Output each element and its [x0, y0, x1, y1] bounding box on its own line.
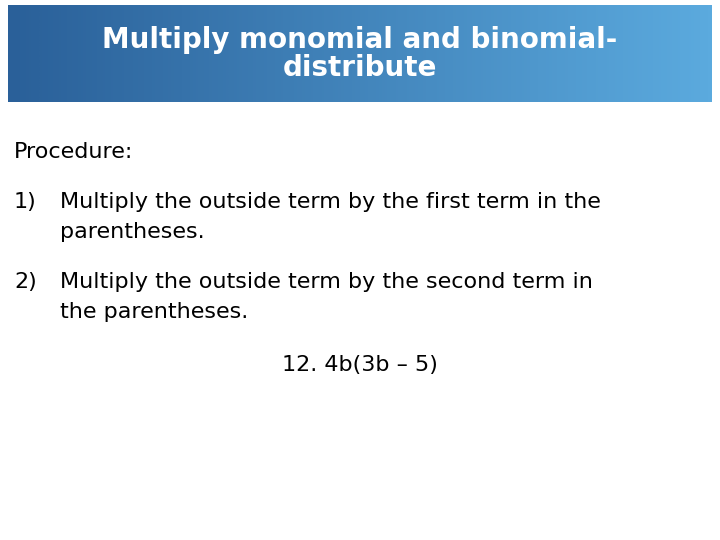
- Text: distribute: distribute: [283, 55, 437, 83]
- Text: 12. 4b(3b – 5): 12. 4b(3b – 5): [282, 355, 438, 375]
- Text: Multiply the outside term by the first term in the: Multiply the outside term by the first t…: [60, 192, 601, 212]
- Text: Procedure:: Procedure:: [14, 142, 133, 162]
- Text: Multiply the outside term by the second term in: Multiply the outside term by the second …: [60, 272, 593, 292]
- Text: the parentheses.: the parentheses.: [60, 302, 248, 322]
- Text: 1): 1): [14, 192, 37, 212]
- Text: 2): 2): [14, 272, 37, 292]
- Text: parentheses.: parentheses.: [60, 222, 204, 242]
- Text: Multiply monomial and binomial-: Multiply monomial and binomial-: [102, 26, 618, 55]
